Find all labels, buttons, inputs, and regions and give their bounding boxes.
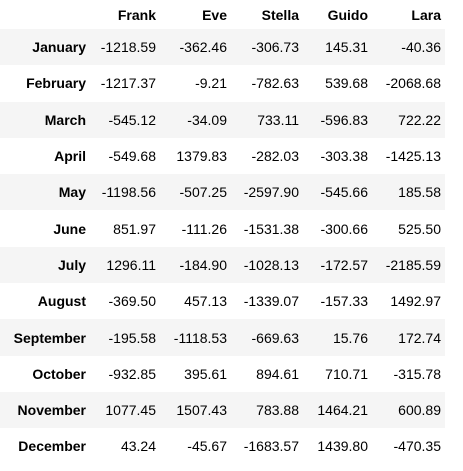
table-cell: -40.36	[401, 39, 441, 56]
table-cell: 783.88	[256, 402, 299, 419]
table-cell: -545.12	[108, 111, 156, 128]
table-cell: -596.83	[320, 111, 368, 128]
row-label: April	[54, 148, 86, 165]
table-cell: 457.13	[184, 293, 227, 310]
table-cell: -306.73	[251, 39, 299, 56]
table-row: March -545.12 -34.09 733.11 -596.83 722.22	[0, 101, 445, 138]
table-cell: 894.61	[256, 365, 299, 382]
row-label: June	[53, 220, 86, 237]
table-cell: -303.38	[320, 148, 368, 165]
table-row: December 43.24 -45.67 -1683.57 1439.80 -470.3…	[0, 428, 445, 465]
dataframe-table: Frank Eve Stella Guido Lara January -1218…	[0, 0, 445, 465]
table-cell: 600.89	[398, 402, 441, 419]
table-cell: -782.63	[251, 75, 299, 92]
table-cell: -1198.56	[101, 184, 156, 201]
table-cell: -932.85	[108, 365, 156, 382]
table-row: February -1217.37 -9.21 -782.63 539.68 -2068.…	[0, 65, 445, 102]
table-cell: 172.74	[398, 329, 441, 346]
table-cell: -157.33	[320, 293, 368, 310]
column-header-lara: Lara	[411, 6, 441, 23]
table-cell: -184.90	[179, 256, 227, 273]
row-label: September	[13, 329, 86, 346]
table-cell: 1464.21	[317, 402, 368, 419]
table-row: October -932.85 395.61 894.61 710.71 -315.78	[0, 355, 445, 392]
table-cell: -2597.90	[243, 184, 299, 201]
column-header-frank: Frank	[117, 6, 156, 23]
table-cell: -111.26	[181, 220, 227, 237]
table-cell: -300.66	[320, 220, 368, 237]
table-cell: 395.61	[184, 365, 227, 382]
table-cell: 539.68	[325, 75, 368, 92]
table-cell: 710.71	[325, 365, 368, 382]
table-cell: 1439.80	[317, 438, 368, 455]
table-cell: -2185.59	[385, 256, 441, 273]
table-cell: 722.22	[398, 111, 441, 128]
table-cell: -9.21	[195, 75, 227, 92]
table-cell: -1028.13	[243, 256, 299, 273]
table-cell: -34.09	[187, 111, 227, 128]
table-cell: -1118.53	[173, 329, 227, 346]
table-cell: 1296.11	[106, 256, 156, 273]
table-cell: 733.11	[257, 111, 299, 128]
table-cell: -45.67	[187, 438, 227, 455]
table-cell: -315.78	[393, 365, 441, 382]
row-label: October	[32, 365, 86, 382]
row-label: January	[32, 39, 86, 56]
table-cell: -2068.68	[385, 75, 441, 92]
table-cell: 185.58	[398, 184, 441, 201]
table-row: November 1077.45 1507.43 783.88 1464.21 600.8…	[0, 391, 445, 429]
table-cell: -545.66	[320, 184, 368, 201]
table-row: May -1198.56 -507.25 -2597.90 -545.66 185.58	[0, 174, 445, 211]
column-header-eve: Eve	[202, 6, 227, 23]
table-cell: -549.68	[108, 148, 156, 165]
table-cell: 851.97	[113, 220, 156, 237]
table-cell: -1218.59	[100, 39, 156, 56]
table-cell: 145.31	[325, 39, 368, 56]
table-cell: 525.50	[398, 220, 441, 237]
table-row: April -549.68 1379.83 -282.03 -303.38 -1425.1…	[0, 137, 445, 175]
table-cell: 15.76	[332, 329, 368, 346]
table-cell: -507.25	[179, 184, 227, 201]
header-row: Frank Eve Stella Guido Lara	[0, 0, 445, 29]
row-label: May	[58, 184, 86, 201]
table-row: January -1218.59 -362.46 -306.73 145.31 -40.3…	[0, 29, 445, 66]
row-label: July	[57, 256, 86, 273]
row-label: December	[18, 438, 86, 455]
table-cell: -669.63	[251, 329, 299, 346]
table-cell: -195.58	[108, 329, 156, 346]
table-cell: 43.24	[120, 438, 156, 455]
table-cell: -1683.57	[243, 438, 299, 455]
row-label: November	[17, 402, 86, 419]
table-cell: -172.57	[320, 256, 368, 273]
table-cell: 1507.43	[176, 402, 227, 419]
column-header-stella: Stella	[261, 6, 299, 23]
table-cell: 1379.83	[176, 148, 227, 165]
row-label: March	[44, 111, 86, 128]
table-row: September -195.58 -1118.53 -669.63 15.76 172.…	[0, 319, 445, 356]
table-cell: -1217.37	[100, 75, 156, 92]
table-row: July 1296.11 -184.90 -1028.13 -172.57 -2185.5…	[0, 246, 445, 284]
table-cell: -1425.13	[385, 148, 441, 165]
table-cell: -282.03	[251, 148, 299, 165]
row-label: February	[26, 75, 86, 92]
index-header	[0, 0, 90, 29]
table-row: August -369.50 457.13 -1339.07 -157.33 1492.9…	[0, 283, 445, 320]
column-header-guido: Guido	[327, 6, 368, 23]
table-cell: 1077.45	[105, 402, 156, 419]
table-cell: 1492.97	[390, 293, 441, 310]
table-cell: -362.46	[179, 39, 227, 56]
table-row: June 851.97 -111.26 -1531.38 -300.66 525.50	[0, 210, 445, 247]
table-cell: -470.35	[393, 438, 441, 455]
table-cell: -369.50	[108, 293, 156, 310]
table-cell: -1531.38	[243, 220, 299, 237]
row-label: August	[37, 293, 86, 310]
table-cell: -1339.07	[243, 293, 299, 310]
